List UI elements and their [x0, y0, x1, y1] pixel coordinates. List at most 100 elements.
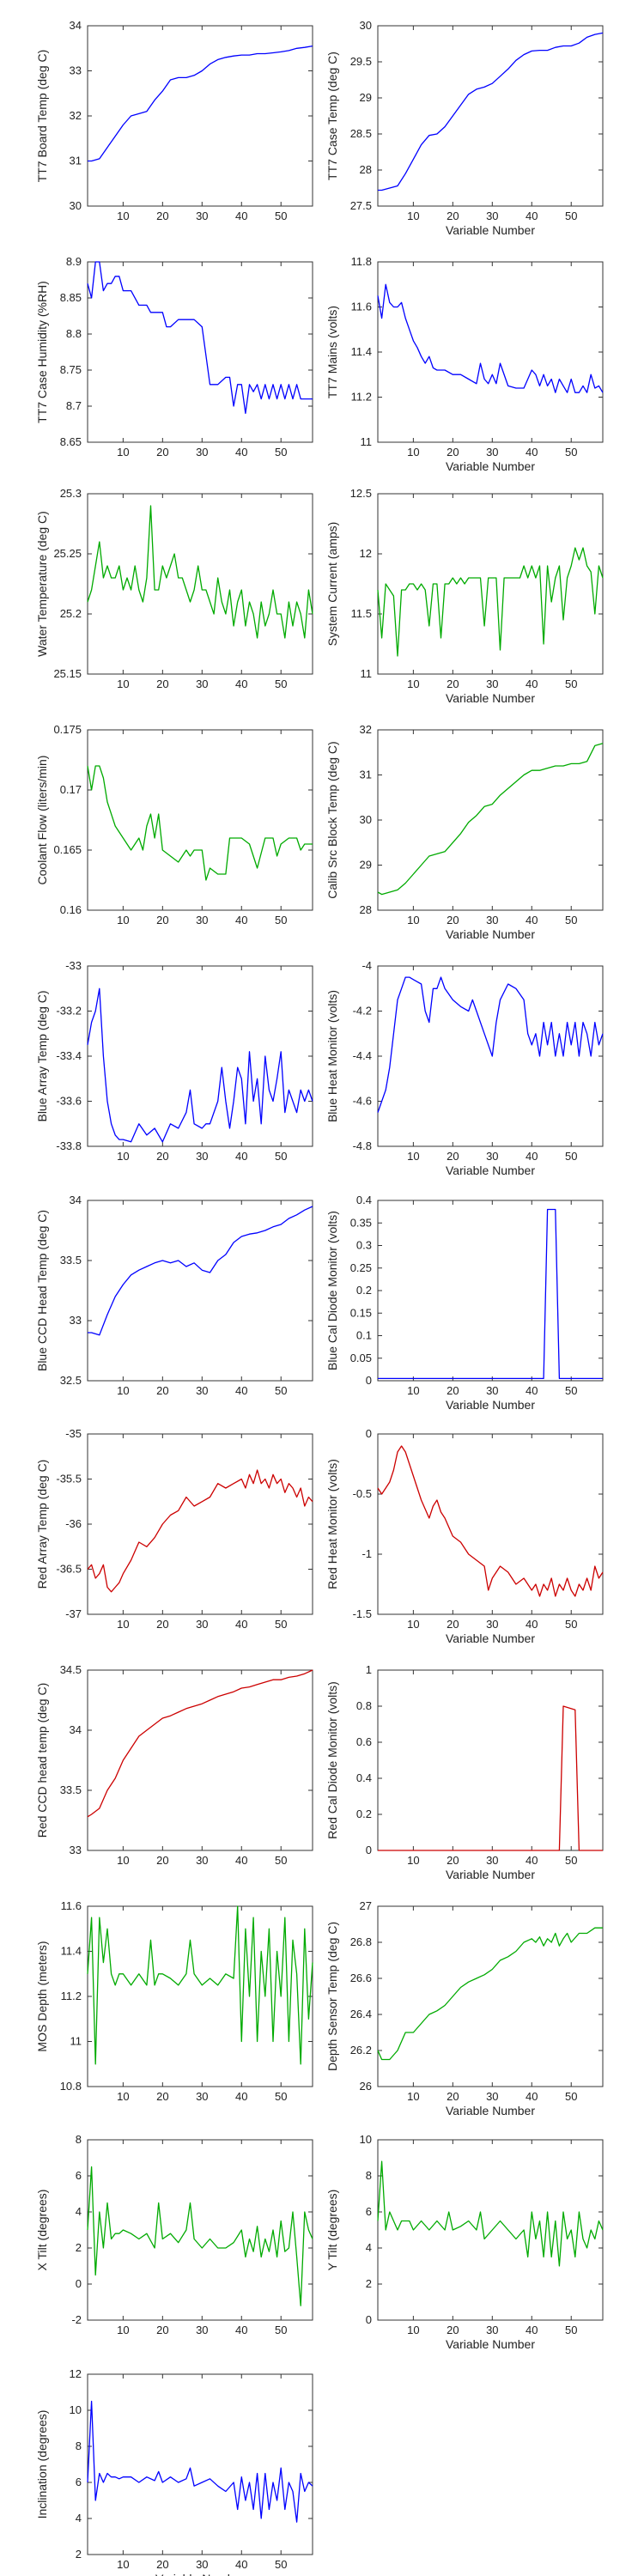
x-tick-label: 10: [407, 677, 419, 690]
x-tick-label: 30: [196, 1854, 208, 1867]
y-tick-label: 34: [70, 1723, 82, 1736]
y-tick-label: 1: [366, 1663, 372, 1676]
x-tick-label: 40: [235, 914, 247, 927]
chart-4: 11 11.2 11.4 11.6 11.8 10 20 30 40 50 Variable Num…: [325, 255, 604, 473]
chart-20: 0 2 4 6 8 10 10 20 30 40 50 Variable Number Y Tilt (…: [325, 2133, 604, 2351]
series-line: [377, 547, 604, 657]
y-tick-label: 31: [360, 769, 372, 781]
x-tick-label: 40: [235, 1150, 247, 1163]
y-tick-label: 10.8: [60, 2080, 82, 2093]
x-axis-label: Variable Number: [446, 927, 535, 941]
x-tick-label: 50: [565, 1150, 577, 1163]
series-line: [87, 505, 313, 639]
series-line: [87, 1469, 313, 1593]
x-tick-label: 50: [565, 914, 577, 927]
x-tick-label: 50: [565, 1618, 577, 1631]
series-line: [378, 1208, 603, 1380]
y-tick-label: 27.5: [350, 199, 372, 212]
y-tick-label: 32: [70, 109, 82, 122]
y-tick-label: 0.2: [356, 1807, 372, 1820]
x-tick-label: 20: [156, 1854, 168, 1867]
x-tick-label: 10: [407, 914, 419, 927]
y-tick-label: -4.8: [353, 1139, 372, 1152]
plot-frame: [377, 729, 604, 911]
y-tick-label: 12: [360, 547, 372, 560]
x-tick-label: 40: [235, 2558, 247, 2571]
y-axis-label: System Current (amps): [325, 522, 339, 647]
x-tick-label: 50: [275, 2090, 287, 2103]
x-tick-label: 40: [526, 446, 538, 459]
y-tick-label: 8.8: [66, 327, 82, 340]
chart-16: 0 0.2 0.4 0.6 0.8 1 10 20 30 40 50 Variable Number R…: [325, 1663, 604, 1881]
y-tick-label: 30: [360, 19, 372, 32]
y-axis-label: TT7 Case Temp (deg C): [325, 52, 339, 180]
plot-frame: [87, 729, 313, 911]
series-line: [377, 1927, 603, 2061]
x-tick-label: 30: [196, 1384, 208, 1397]
series-line: [377, 743, 604, 896]
x-tick-label: 20: [156, 677, 168, 690]
x-tick-label: 50: [565, 1384, 577, 1397]
y-tick-label: -33.6: [56, 1095, 82, 1108]
x-tick-label: 20: [156, 1384, 168, 1397]
x-tick-label: 30: [486, 914, 498, 927]
x-tick-label: 10: [407, 2324, 419, 2336]
y-tick-label: 11: [70, 2035, 82, 2048]
y-tick-label: 0: [366, 1427, 372, 1440]
x-axis-label: Variable Number: [446, 1868, 535, 1881]
plot-frame: [87, 25, 313, 207]
x-tick-label: 20: [156, 2558, 168, 2571]
plot-frame: [87, 1433, 313, 1615]
y-tick-label: 11.8: [351, 255, 372, 268]
x-axis-label: Variable Number: [446, 1631, 535, 1645]
y-tick-label: 6: [366, 2205, 372, 2218]
x-axis-label: Variable Number: [446, 223, 535, 237]
y-tick-label: 0: [366, 1374, 372, 1387]
y-tick-label: 4: [76, 2205, 82, 2218]
x-tick-label: 40: [235, 1384, 247, 1397]
x-tick-label: 20: [447, 2324, 459, 2336]
chart-11: 32.5 33 33.5 34 10 20 30 40 50 Blue CCD Head Temp…: [35, 1194, 313, 1397]
x-tick-label: 50: [565, 446, 577, 459]
y-tick-label: 0.8: [356, 1699, 372, 1712]
y-tick-label: 0.16: [60, 903, 82, 916]
y-tick-label: 34.5: [60, 1663, 82, 1676]
chart-21: 2 4 6 8 10 12 10 20 30 40 50 Variable Number Inclina…: [35, 2367, 313, 2576]
chart-7: 0.16 0.165 0.17 0.175 10 20 30 40 50 Coolant Flow…: [35, 723, 313, 927]
y-tick-label: 34: [70, 19, 82, 32]
x-tick-label: 30: [196, 1150, 208, 1163]
x-tick-label: 30: [486, 210, 498, 222]
series-line: [87, 1669, 313, 1818]
y-tick-label: 4: [76, 2512, 82, 2524]
y-tick-label: 27: [360, 1899, 372, 1912]
x-tick-label: 30: [486, 2090, 498, 2103]
x-tick-label: 20: [447, 210, 459, 222]
y-axis-label: X Tilt (degrees): [35, 2190, 49, 2271]
y-tick-label: 11.5: [351, 607, 372, 620]
x-tick-label: 40: [235, 1854, 247, 1867]
y-tick-label: -1: [361, 1547, 372, 1560]
x-tick-label: 10: [407, 1384, 419, 1397]
y-axis-label: Calib Src Block Temp (deg C): [325, 741, 339, 898]
y-axis-label: Red Array Temp (deg C): [35, 1460, 49, 1589]
y-tick-label: 33: [70, 64, 82, 77]
plot-frame: [377, 2139, 604, 2321]
y-axis-label: Inclination (degrees): [35, 2410, 49, 2519]
x-tick-label: 40: [235, 1618, 247, 1631]
x-tick-label: 10: [407, 210, 419, 222]
y-tick-label: 32.5: [60, 1374, 82, 1387]
y-tick-label: 8.75: [60, 363, 82, 376]
x-tick-label: 50: [275, 677, 287, 690]
y-axis-label: Blue CCD Head Temp (deg C): [35, 1210, 49, 1371]
y-tick-label: 0.6: [356, 1735, 372, 1748]
series-line: [87, 261, 313, 415]
x-tick-label: 30: [196, 677, 208, 690]
y-axis-label: Red Heat Monitor (volts): [325, 1459, 339, 1589]
y-tick-label: 2: [76, 2241, 82, 2254]
y-axis-label: Coolant Flow (liters/min): [35, 756, 49, 885]
y-tick-label: 11.6: [351, 301, 372, 313]
plot-frame: [377, 25, 604, 207]
series-line: [88, 45, 313, 162]
x-tick-label: 50: [565, 2324, 577, 2336]
y-axis-label: Water Temperature (deg C): [35, 511, 49, 657]
